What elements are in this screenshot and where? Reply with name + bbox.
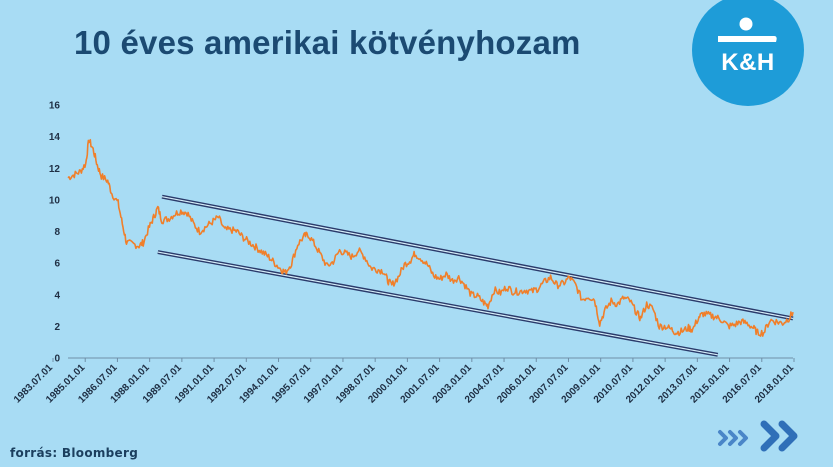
yield-series-line: [67, 138, 794, 337]
trend-line-highlight-2: [157, 251, 718, 356]
trend-channel: [157, 194, 794, 357]
y-tick-label: 6: [54, 259, 60, 270]
y-axis: 0 2 4 6 8 10 12 14 16: [49, 101, 61, 365]
source-note: forrás: Bloomberg: [10, 446, 139, 460]
trend-line-highlight-1: [161, 196, 794, 320]
kh-bank-logo-figure-icon: [718, 17, 777, 42]
y-tick-label: 10: [49, 195, 61, 206]
logo-text: K&H: [721, 49, 775, 76]
page-title: 10 éves amerikai kötvényhozam: [74, 24, 581, 61]
kh-bank-logo-icon: K&H: [692, 0, 804, 106]
y-tick-label: 12: [49, 164, 61, 175]
x-axis: 1983.07.011985.01.011986.07.011988.01.01…: [12, 357, 796, 406]
y-tick-label: 14: [49, 132, 61, 143]
y-tick-label: 2: [54, 322, 60, 333]
series-layer: [67, 138, 794, 337]
double-chevron-right-icon[interactable]: [716, 418, 806, 458]
y-tick-label: 8: [54, 227, 60, 238]
y-tick-label: 0: [54, 354, 60, 365]
y-tick-label: 4: [54, 290, 60, 301]
y-tick-label: 16: [49, 101, 61, 112]
